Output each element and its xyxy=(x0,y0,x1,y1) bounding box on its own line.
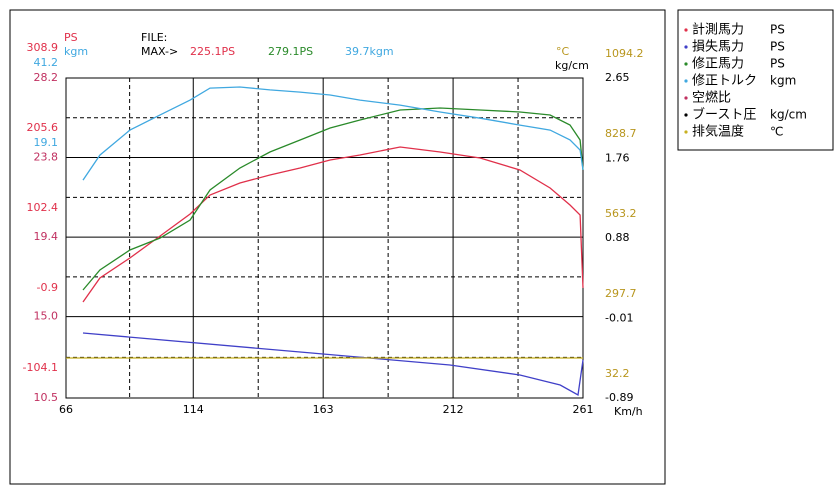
legend-label: 排気温度 xyxy=(692,124,744,140)
max-label: 225.1PS xyxy=(190,45,235,58)
legend-unit: kgm xyxy=(770,74,796,88)
x-tick-label: 163 xyxy=(313,403,334,416)
y-tick-label: 41.2 xyxy=(34,56,59,69)
y-tick-label: 297.7 xyxy=(605,287,637,300)
y-tick-label: -104.1 xyxy=(23,361,58,374)
legend-marker xyxy=(684,28,688,32)
x-tick-label: 66 xyxy=(59,403,73,416)
x-tick-label: 114 xyxy=(183,403,204,416)
y-tick-label: -0.01 xyxy=(605,311,633,324)
y-tick-label: 0.88 xyxy=(605,231,630,244)
file-label: FILE: xyxy=(141,31,167,44)
plot-area xyxy=(65,77,584,399)
legend-unit: PS xyxy=(770,57,785,71)
legend-unit: ℃ xyxy=(770,125,783,139)
y-tick-label: 15.0 xyxy=(34,310,59,323)
legend-frame xyxy=(677,9,834,151)
legend-marker xyxy=(684,45,688,49)
y-tick-label: 205.6 xyxy=(27,121,59,134)
legend-marker xyxy=(684,79,688,83)
y-tick-label: 19.4 xyxy=(34,230,59,243)
axis-unit: PS xyxy=(64,31,78,44)
x-tick-label: 261 xyxy=(573,403,594,416)
legend-label: 計測馬力 xyxy=(692,22,744,38)
y-tick-label: 102.4 xyxy=(27,201,59,214)
y-tick-label: 563.2 xyxy=(605,207,637,220)
series-line xyxy=(82,146,584,303)
y-tick-label: 32.2 xyxy=(605,367,630,380)
legend-marker xyxy=(684,96,688,100)
legend-label: 修正トルク xyxy=(692,74,757,89)
y-tick-label: 308.9 xyxy=(27,41,59,54)
y-tick-label: 1.76 xyxy=(605,151,630,164)
axis-unit: kgm xyxy=(64,45,88,58)
y-tick-label: 1094.2 xyxy=(605,47,644,60)
max-label: 279.1PS xyxy=(268,45,313,58)
y-tick-label: 10.5 xyxy=(34,391,59,404)
legend-unit: kg/cm xyxy=(770,108,807,122)
y-tick-label: 28.2 xyxy=(34,71,59,84)
legend-label: ブースト圧 xyxy=(692,107,756,123)
chart-frame xyxy=(9,9,666,485)
legend-marker xyxy=(684,113,688,117)
axis-unit: °C xyxy=(556,45,570,58)
y-tick-label: -0.9 xyxy=(37,281,58,294)
axis-unit: kg/cm xyxy=(555,59,589,72)
x-tick-label: 212 xyxy=(443,403,464,416)
series-line xyxy=(82,86,584,181)
series-line xyxy=(82,107,584,291)
x-axis-label: Km/h xyxy=(614,405,643,418)
y-tick-label: 2.65 xyxy=(605,71,630,84)
max-prefix: MAX-> xyxy=(141,45,178,58)
legend-label: 空燃比 xyxy=(692,90,731,106)
y-tick-label: -0.89 xyxy=(605,391,633,404)
y-tick-label: 19.1 xyxy=(34,136,59,149)
legend-label: 損失馬力 xyxy=(692,40,744,55)
legend-unit: PS xyxy=(770,40,785,54)
series-line xyxy=(82,332,584,397)
legend-unit: PS xyxy=(770,23,785,37)
y-tick-label: 23.8 xyxy=(34,151,59,164)
legend-marker xyxy=(684,130,688,134)
legend-marker xyxy=(684,62,688,66)
y-tick-label: 828.7 xyxy=(605,127,637,140)
max-label: 39.7kgm xyxy=(345,45,394,58)
legend-label: 修正馬力 xyxy=(692,57,744,72)
